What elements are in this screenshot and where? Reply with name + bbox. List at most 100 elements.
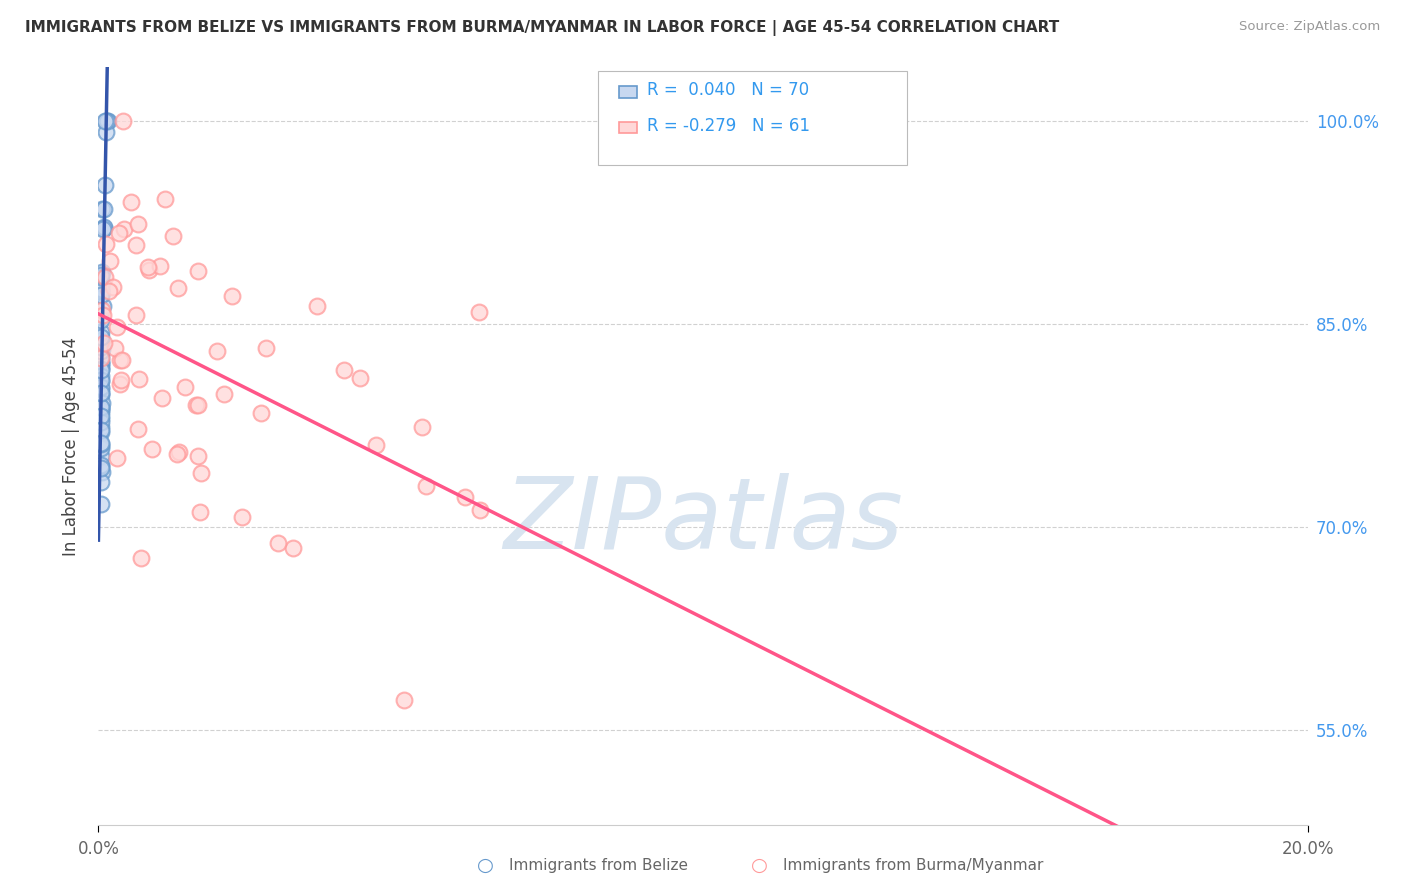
- Point: [91, 465, 114, 479]
- Point: [90, 334, 112, 348]
- Point: [90, 337, 112, 351]
- Point: [90, 345, 112, 359]
- Point: [90, 340, 112, 354]
- Point: [90, 409, 112, 423]
- Point: [90, 458, 112, 473]
- Point: [91, 343, 114, 357]
- Text: IMMIGRANTS FROM BELIZE VS IMMIGRANTS FROM BURMA/MYANMAR IN LABOR FORCE | AGE 45-: IMMIGRANTS FROM BELIZE VS IMMIGRANTS FRO…: [25, 20, 1060, 36]
- Y-axis label: In Labor Force | Age 45-54: In Labor Force | Age 45-54: [62, 336, 80, 556]
- Point: [110, 373, 132, 387]
- Point: [90, 369, 112, 384]
- Point: [349, 371, 371, 385]
- Point: [212, 386, 235, 401]
- Point: [90, 425, 112, 439]
- Point: [129, 551, 152, 566]
- Point: [169, 445, 191, 459]
- Point: [90, 387, 112, 401]
- Point: [173, 380, 195, 394]
- Point: [90, 361, 112, 376]
- Point: [90, 395, 112, 409]
- Point: [97, 285, 120, 299]
- Point: [90, 351, 112, 365]
- Point: [120, 195, 142, 210]
- Point: [149, 260, 172, 274]
- Point: [187, 449, 209, 463]
- Point: [187, 264, 209, 278]
- Point: [112, 221, 135, 235]
- Point: [93, 336, 115, 351]
- Point: [90, 439, 112, 453]
- Point: [107, 226, 129, 240]
- Point: [93, 220, 115, 235]
- Point: [90, 350, 112, 364]
- Point: [110, 377, 132, 392]
- Point: [307, 299, 329, 313]
- Point: [332, 363, 354, 377]
- Point: [90, 363, 112, 377]
- Point: [281, 541, 304, 556]
- Point: [91, 222, 114, 236]
- Point: [110, 353, 132, 368]
- Point: [127, 217, 149, 231]
- Point: [467, 305, 489, 319]
- Point: [90, 284, 112, 298]
- Point: [90, 330, 112, 344]
- Point: [190, 466, 212, 480]
- Point: [249, 406, 271, 420]
- Point: [96, 114, 118, 128]
- Point: [205, 344, 228, 359]
- Point: [90, 386, 112, 401]
- Point: [97, 114, 120, 128]
- Point: [93, 308, 115, 322]
- Point: [90, 312, 112, 326]
- Point: [90, 475, 112, 489]
- Point: [90, 276, 112, 290]
- Point: [90, 269, 112, 284]
- Point: [90, 405, 112, 419]
- Point: [91, 202, 114, 216]
- Point: [90, 373, 112, 387]
- Point: [90, 461, 112, 475]
- Point: [254, 342, 277, 356]
- Point: [125, 238, 148, 252]
- Point: [94, 114, 117, 128]
- Point: [90, 497, 112, 511]
- Point: [98, 254, 121, 268]
- Point: [267, 535, 290, 549]
- Point: [111, 114, 134, 128]
- Point: [187, 398, 209, 412]
- Point: [94, 125, 117, 139]
- Point: [104, 341, 127, 355]
- Point: [166, 447, 188, 461]
- Point: [221, 288, 243, 302]
- Point: [94, 178, 117, 193]
- Point: [90, 401, 112, 415]
- Point: [136, 260, 159, 274]
- Point: [90, 458, 112, 472]
- Point: [90, 325, 112, 339]
- Point: [94, 114, 117, 128]
- Point: [90, 442, 112, 456]
- Point: [90, 282, 112, 296]
- Point: [111, 352, 134, 367]
- Point: [90, 403, 112, 417]
- Point: [127, 422, 149, 436]
- Point: [125, 309, 148, 323]
- Point: [411, 419, 433, 434]
- Text: ZIPatlas: ZIPatlas: [503, 474, 903, 570]
- Text: R = -0.279   N = 61: R = -0.279 N = 61: [647, 117, 810, 135]
- Point: [90, 374, 112, 388]
- Point: [90, 386, 112, 401]
- Point: [90, 339, 112, 353]
- Point: [90, 356, 112, 370]
- Point: [90, 284, 112, 298]
- Point: [150, 391, 173, 405]
- Point: [90, 359, 112, 374]
- Point: [90, 357, 112, 371]
- Point: [188, 505, 211, 519]
- Point: [94, 236, 117, 251]
- Point: [93, 202, 115, 216]
- Point: [454, 490, 477, 504]
- Point: [90, 382, 112, 396]
- Point: [101, 280, 124, 294]
